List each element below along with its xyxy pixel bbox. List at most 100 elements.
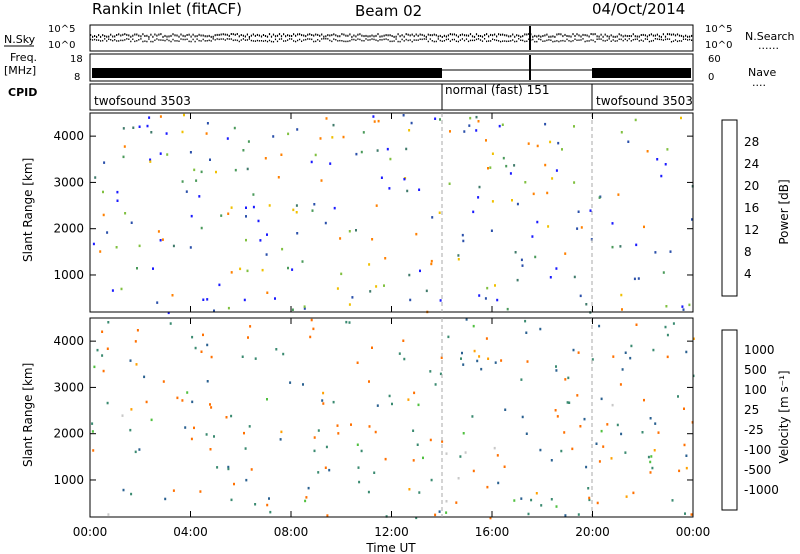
nsky-mark: [393, 35, 395, 38]
scatter-pixel: [620, 293, 623, 297]
nsky-mark: [200, 34, 202, 37]
nsky-mark: [343, 33, 345, 36]
nsky-mark: [204, 35, 206, 38]
nsky-mark: [108, 35, 110, 38]
nsky-mark: [280, 35, 283, 38]
nsky-mark: [461, 33, 463, 36]
nsearch-mark: [335, 39, 337, 41]
scatter-pixel: [681, 305, 684, 308]
nsearch-mark: [389, 40, 391, 43]
nsky-mark: [650, 33, 652, 36]
nsearch-mark: [534, 40, 536, 43]
nsearch-mark: [502, 40, 504, 42]
nsearch-mark: [417, 39, 419, 41]
nsky-mark: [162, 35, 164, 38]
nsearch-mark: [283, 40, 285, 42]
nsky-mark: [309, 33, 311, 36]
freq-label: Freq.: [10, 51, 37, 64]
nsearch-mark: [524, 40, 526, 43]
nsearch-mark: [674, 39, 677, 41]
nsearch-mark: [218, 38, 220, 41]
nsky-mark: [313, 34, 315, 37]
scatter-pixel: [339, 237, 342, 240]
nsky-mark: [630, 35, 632, 38]
scatter-pixel: [138, 125, 141, 128]
nsky-panel-frame: [89, 24, 694, 52]
nsky-mark: [423, 34, 425, 37]
nsearch-mark: [395, 38, 397, 40]
scatter-pixel: [246, 167, 249, 171]
nsky-mark: [222, 33, 224, 36]
nsky-mark: [391, 35, 393, 37]
nsky-mark: [351, 35, 353, 38]
scatter-pixel: [157, 230, 160, 233]
nsearch-mark: [138, 39, 140, 41]
scatter-pixel: [580, 226, 583, 229]
nsky-mark: [632, 33, 634, 36]
scatter-pixel: [502, 156, 505, 160]
nsky-mark: [465, 34, 468, 37]
nsearch-mark: [196, 38, 198, 40]
nsearch-mark: [439, 39, 441, 42]
nsearch-mark: [640, 39, 642, 41]
scatter-pixel: [491, 200, 494, 203]
nsearch-mark: [116, 40, 118, 42]
nsearch-mark: [413, 39, 415, 41]
nsearch-mark: [224, 39, 226, 41]
scatter-pixel: [656, 158, 659, 161]
nsky-mark: [349, 33, 351, 36]
scatter-pixel: [185, 190, 188, 193]
nsearch-mark: [194, 40, 196, 43]
nsky-mark: [268, 33, 271, 36]
nsearch-mark: [520, 39, 522, 41]
nsearch-mark: [339, 39, 341, 42]
scatter-pixel: [149, 160, 152, 163]
scatter-pixel: [245, 215, 247, 218]
nsky-mark: [274, 35, 277, 38]
scatter-pixel: [509, 172, 512, 175]
nsearch-mark: [162, 39, 164, 41]
nsearch-mark: [433, 40, 435, 43]
nsky-mark: [325, 35, 327, 38]
nsearch-mark: [258, 40, 260, 42]
scatter-pixel: [159, 152, 162, 155]
nsearch-mark: [538, 38, 540, 40]
nsearch-mark: [632, 39, 634, 41]
nsky-mark: [285, 35, 287, 38]
nsky-mark: [564, 33, 566, 36]
scatter-pixel: [296, 128, 299, 131]
nsky-mark: [188, 33, 190, 36]
nsearch-mark: [228, 38, 230, 40]
scatter-pixel: [252, 193, 255, 196]
scatter-pixel: [167, 311, 170, 315]
nsearch-mark: [268, 39, 271, 42]
nsky-mark: [600, 33, 602, 36]
scatter-pixel: [213, 309, 215, 312]
nsearch-mark: [303, 39, 305, 41]
nsearch-mark: [584, 40, 586, 43]
nsky-mark: [610, 34, 612, 37]
nsky-mark: [92, 35, 94, 38]
nsearch-mark: [644, 38, 646, 40]
nsky-mark: [242, 34, 244, 37]
scatter-pixel: [303, 305, 306, 308]
nsky-mark: [337, 35, 339, 38]
nsky-mark: [433, 33, 435, 36]
nsearch-mark: [550, 39, 552, 41]
scatter-pixel: [272, 135, 275, 138]
nsearch-mark: [289, 38, 291, 40]
scatter-pixel: [243, 298, 246, 302]
nsearch-mark: [512, 39, 514, 41]
nsearch-mark: [128, 38, 130, 40]
nsearch-mark: [154, 39, 156, 41]
scatter-pixel: [513, 164, 516, 167]
nsky-mark: [646, 35, 648, 38]
nsky-mark: [120, 34, 122, 37]
nsearch-mark: [252, 40, 254, 42]
nsky-mark: [622, 35, 624, 38]
scatter-pixel: [301, 260, 304, 263]
nsearch-mark: [504, 40, 506, 42]
scatter-pixel: [257, 219, 260, 223]
nsearch-mark: [264, 39, 267, 42]
nsky-mark: [250, 34, 252, 37]
